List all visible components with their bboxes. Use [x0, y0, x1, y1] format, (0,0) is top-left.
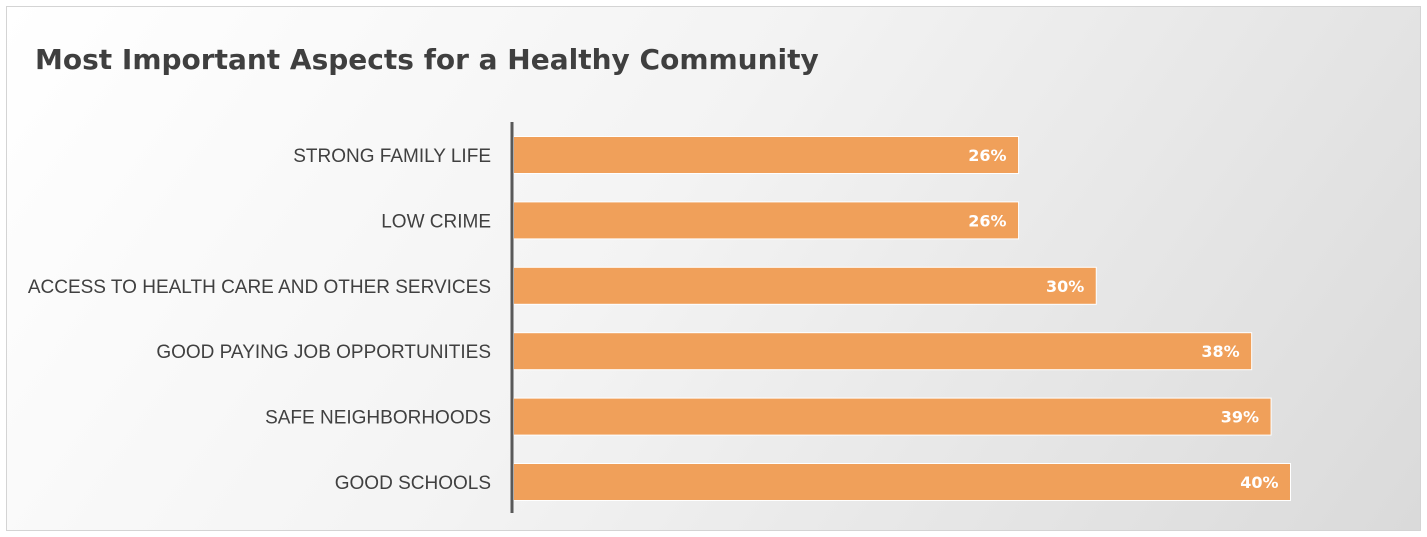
category-label: LOW CRIME [381, 211, 491, 232]
category-label: GOOD SCHOOLS [335, 473, 491, 494]
bar-value-label: 38% [1201, 342, 1239, 361]
bar-value-label: 30% [1046, 277, 1084, 296]
bar-value-label: 26% [968, 211, 1006, 230]
category-label: SAFE NEIGHBORHOODS [265, 408, 491, 429]
bar-chart-plot: 26% 26% 30% 38% 39% 40% STRONG FAMILY LIFE LOW… [28, 122, 1291, 513]
bar [513, 266, 1097, 305]
chart-panel: Most Important Aspects for a Healthy Com… [6, 6, 1421, 531]
category-label: GOOD PAYING JOB OPPORTUNITIES [156, 342, 491, 363]
category-label: ACCESS TO HEALTH CARE AND OTHER SERVICES [28, 277, 491, 298]
bar [513, 332, 1253, 371]
bar [513, 397, 1272, 436]
bar-value-label: 39% [1221, 408, 1259, 427]
bar-value-label: 26% [968, 146, 1006, 165]
bar [513, 136, 1020, 174]
bar [513, 463, 1291, 501]
bar [513, 201, 1020, 240]
category-labels-layer: STRONG FAMILY LIFE LOW CRIME ACCESS TO HEA… [28, 146, 491, 494]
bar-value-label: 40% [1240, 473, 1278, 492]
chart-title: Most Important Aspects for a Healthy Com… [35, 43, 819, 76]
bars-layer: 26% 26% 30% 38% 39% 40% [513, 136, 1291, 501]
category-label: STRONG FAMILY LIFE [293, 146, 491, 167]
